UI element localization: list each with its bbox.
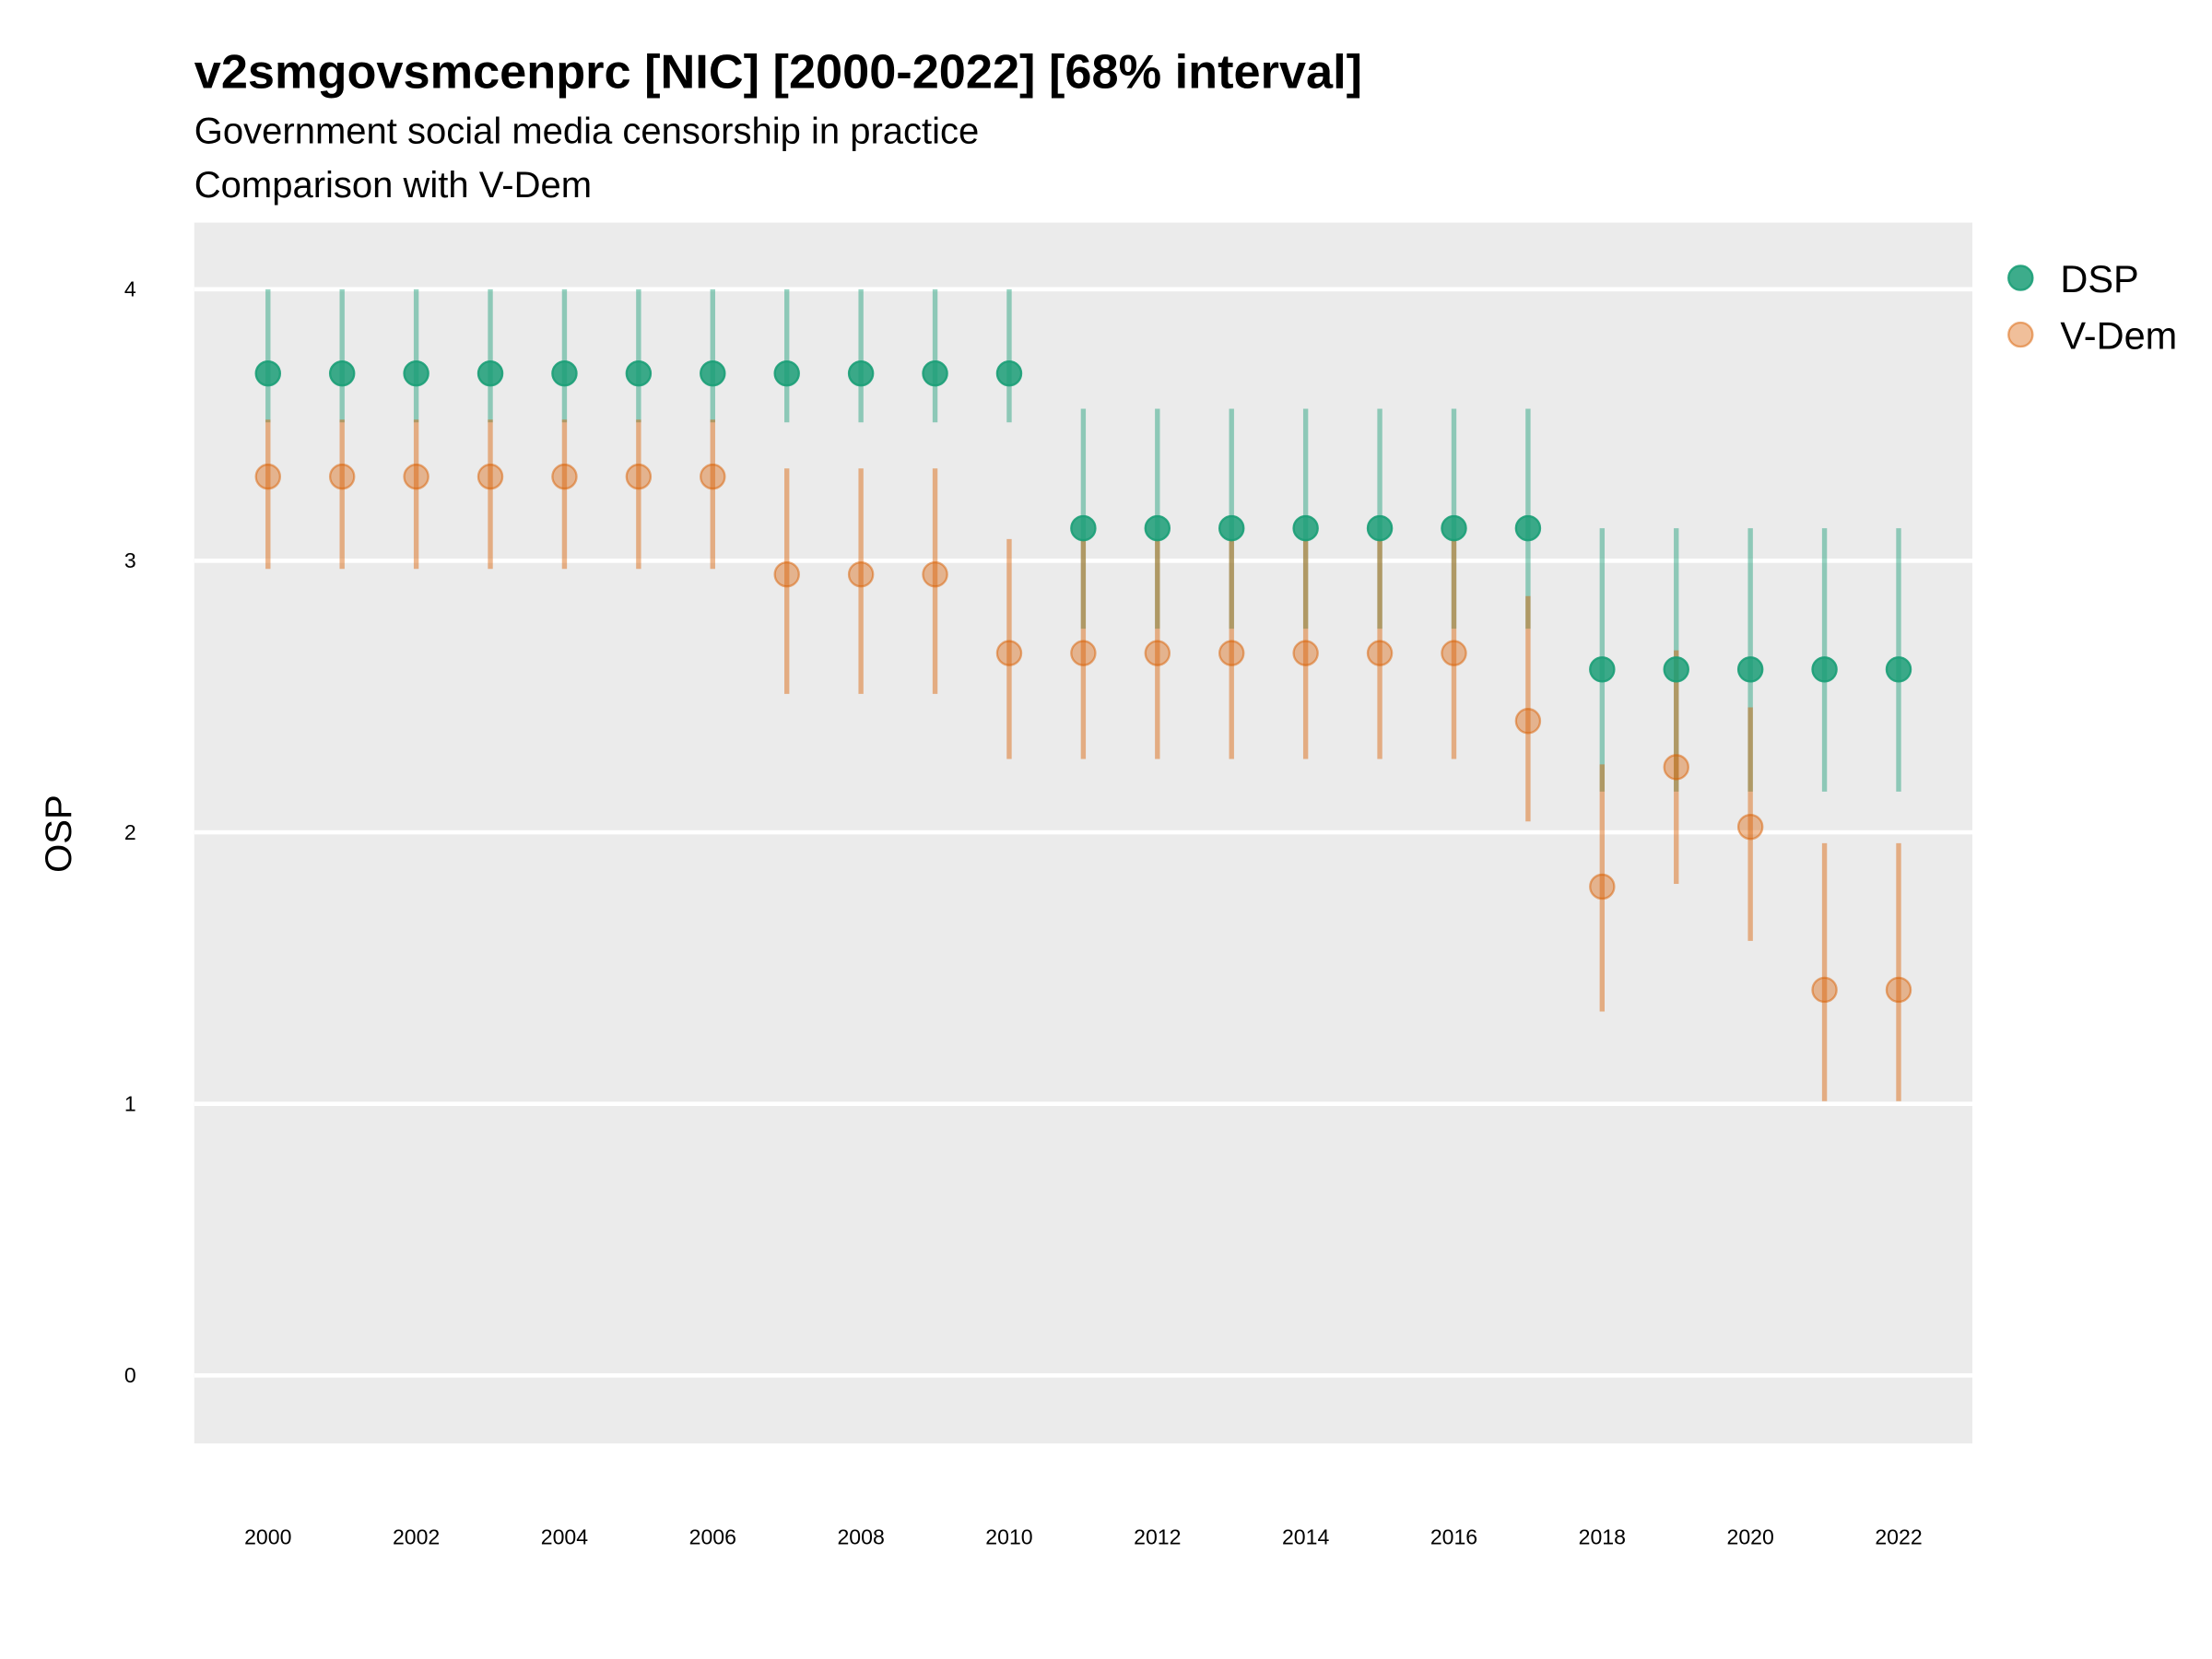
data-point [1589,873,1616,900]
y-tick-label: 0 [124,1363,136,1387]
x-tick-label: 2018 [1579,1524,1626,1548]
data-point [625,359,653,387]
data-point [1070,640,1097,666]
data-point [1070,514,1097,542]
x-tick-label: 2012 [1134,1524,1181,1548]
data-point [551,463,578,490]
y-tick-label: 4 [124,277,136,301]
data-point [1663,656,1689,683]
points-v-dem [254,463,1912,1004]
data-point [1663,754,1689,781]
chart-caption: Comparison with V-Dem [194,165,592,206]
data-point [1144,514,1171,542]
points-dsp [254,359,1912,683]
data-point [1811,656,1838,683]
data-point [847,560,875,588]
data-point [995,359,1023,387]
y-tick-label: 1 [124,1091,136,1115]
data-point [328,463,356,490]
data-point [995,640,1023,666]
y-tick-label: 3 [124,548,136,572]
data-point [1366,640,1394,666]
data-point [1885,656,1912,683]
data-point [477,463,504,490]
x-tick-label: 2020 [1727,1524,1774,1548]
data-point [1589,656,1616,683]
data-point [922,359,948,387]
data-point [254,463,281,490]
data-point [1514,708,1542,735]
x-tick-label: 2022 [1875,1524,1922,1548]
data-point [773,560,800,588]
data-point [1441,514,1467,542]
y-tick-label: 2 [124,820,136,844]
data-point [847,359,875,387]
data-point [1885,976,1912,1004]
x-tick-label: 2002 [393,1524,440,1548]
legend-marker [2007,265,2034,291]
y-axis-label: OSP [39,794,79,872]
data-point [1514,514,1542,542]
x-tick-label: 2006 [689,1524,736,1548]
data-point [328,359,356,387]
data-point [1736,813,1764,841]
data-point [403,359,429,387]
chart-title: v2smgovsmcenprc [NIC] [2000-2022] [68% i… [194,45,1362,99]
x-tick-label: 2016 [1430,1524,1477,1548]
data-point [1811,976,1838,1004]
data-point [700,359,726,387]
data-point [403,463,429,490]
data-point [1144,640,1171,666]
x-tick-label: 2008 [837,1524,884,1548]
data-point [551,359,578,387]
legend-label: V-Dem [2060,313,2177,357]
x-tick-label: 2010 [985,1524,1032,1548]
data-point [1736,656,1764,683]
data-point [254,359,281,387]
data-point [700,463,726,490]
series-v-dem [265,419,1901,1101]
data-point [1218,514,1245,542]
data-point [1218,640,1245,666]
data-point [922,560,948,588]
data-point [1441,640,1467,666]
data-point [1292,640,1319,666]
data-point [477,359,504,387]
data-point [625,463,653,490]
legend-marker [2007,321,2034,348]
x-tick-label: 2000 [244,1524,291,1548]
chart-subtitle: Government social media censorship in pr… [194,111,980,151]
legend-label: DSP [2060,257,2138,300]
data-point [1366,514,1394,542]
data-point [1292,514,1319,542]
x-tick-label: 2004 [541,1524,588,1548]
data-point [773,359,800,387]
x-tick-label: 2014 [1282,1524,1329,1548]
